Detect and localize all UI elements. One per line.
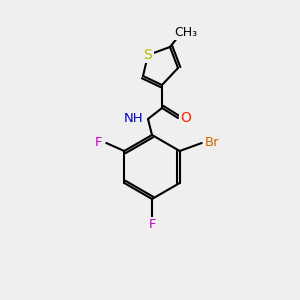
- Text: F: F: [148, 218, 156, 232]
- Text: NH: NH: [123, 112, 143, 124]
- Text: S: S: [144, 48, 152, 62]
- Text: F: F: [94, 136, 102, 149]
- Text: O: O: [181, 111, 191, 125]
- Text: Br: Br: [204, 136, 219, 149]
- Text: CH₃: CH₃: [174, 26, 198, 38]
